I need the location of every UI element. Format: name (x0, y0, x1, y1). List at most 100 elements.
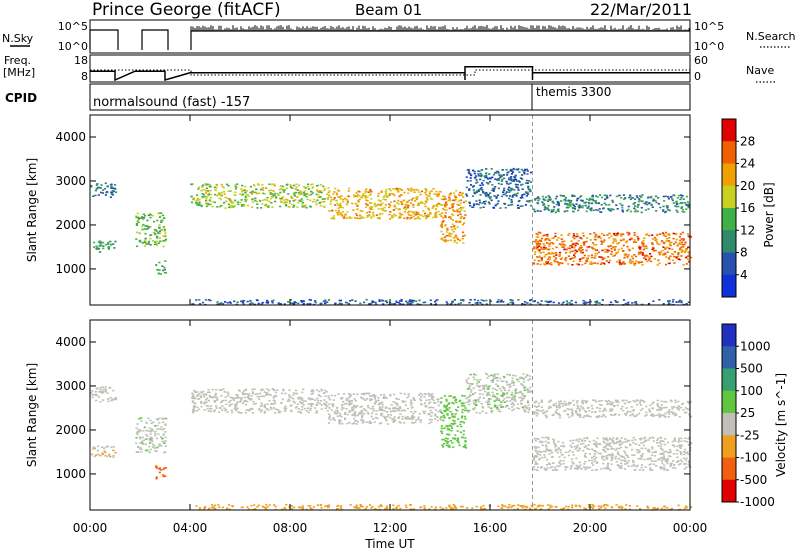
scatter-cell (647, 439, 649, 441)
scatter-cell (465, 447, 467, 449)
scatter-cell (624, 452, 626, 454)
scatter-cell (431, 412, 433, 414)
scatter-cell (320, 389, 322, 391)
scatter-cell (515, 392, 517, 394)
scatter-cell (610, 210, 612, 212)
scatter-cell (610, 245, 612, 247)
scatter-cell (240, 400, 242, 402)
scatter-cell (363, 413, 365, 415)
scatter-cell (477, 399, 479, 401)
scatter-cell (150, 244, 152, 246)
scatter-cell (163, 467, 165, 469)
scatter-cell (441, 425, 443, 427)
scatter-cell (260, 390, 262, 392)
scatter-cell (457, 438, 459, 440)
scatter-cell (466, 176, 468, 178)
scatter-cell (621, 465, 623, 467)
scatter-cell (110, 447, 112, 449)
scatter-cell (292, 303, 294, 305)
scatter-cell (687, 255, 689, 257)
scatter-cell (519, 378, 521, 380)
scatter-cell (102, 248, 104, 250)
scatter-cell (575, 448, 577, 450)
scatter-cell (327, 198, 329, 200)
scatter-cell (504, 389, 506, 391)
scatter-cell (537, 302, 539, 304)
scatter-cell (312, 398, 314, 400)
scatter-cell (679, 236, 681, 238)
scatter-cell (628, 254, 630, 256)
scatter-cell (544, 457, 546, 459)
scatter-cell (115, 397, 117, 399)
scatter-cell (546, 253, 548, 255)
scatter-cell (370, 191, 372, 193)
scatter-cell (300, 192, 302, 194)
scatter-cell (114, 188, 116, 190)
scatter-cell (656, 439, 658, 441)
scatter-cell (563, 460, 565, 462)
scatter-cell (428, 399, 430, 401)
scatter-cell (97, 454, 99, 456)
scatter-cell (431, 396, 433, 398)
scatter-cell (686, 196, 688, 198)
scatter-cell (460, 421, 462, 423)
scatter-cell (408, 200, 410, 202)
scatter-cell (366, 398, 368, 400)
scatter-cell (112, 243, 114, 245)
scatter-cell (478, 381, 480, 383)
scatter-cell (511, 382, 513, 384)
scatter-cell (389, 417, 391, 419)
scatter-cell (231, 207, 233, 209)
scatter-cell (384, 207, 386, 209)
scatter-cell (195, 299, 197, 301)
scatter-cell (375, 402, 377, 404)
scatter-cell (209, 300, 211, 302)
scatter-cell (423, 396, 425, 398)
scatter-cell (431, 190, 433, 192)
scatter-cell (622, 442, 624, 444)
scatter-cell (608, 233, 610, 235)
scatter-cell (488, 375, 490, 377)
scatter-cell (495, 205, 497, 207)
scatter-cell (221, 405, 223, 407)
scatter-cell (359, 199, 361, 201)
scatter-cell (522, 378, 524, 380)
scatter-cell (404, 204, 406, 206)
scatter-cell (572, 451, 574, 453)
scatter-cell (198, 187, 200, 189)
scatter-cell (386, 416, 388, 418)
scatter-cell (159, 232, 161, 234)
scatter-cell (555, 257, 557, 259)
scatter-cell (136, 432, 138, 434)
scatter-cell (611, 463, 613, 465)
scatter-cell (274, 403, 276, 405)
scatter-cell (596, 253, 598, 255)
scatter-cell (301, 204, 303, 206)
scatter-cell (136, 232, 138, 234)
scatter-cell (556, 261, 558, 263)
scatter-cell (399, 213, 401, 215)
scatter-cell (639, 438, 641, 440)
scatter-cell (159, 231, 161, 233)
scatter-cell (419, 218, 421, 220)
scatter-cell (576, 402, 578, 404)
scatter-cell (539, 454, 541, 456)
scatter-cell (453, 397, 455, 399)
scatter-cell (460, 432, 462, 434)
scatter-cell (107, 398, 109, 400)
scatter-cell (673, 464, 675, 466)
scatter-cell (417, 418, 419, 420)
scatter-cell (645, 203, 647, 205)
scatter-cell (340, 195, 342, 197)
scatter-cell (666, 469, 668, 471)
scatter-cell (530, 181, 532, 183)
scatter-cell (660, 437, 662, 439)
scatter-cell (457, 439, 459, 441)
scatter-cell (586, 261, 588, 263)
scatter-cell (468, 401, 470, 403)
scatter-cell (255, 403, 257, 405)
scatter-cell (597, 302, 599, 304)
scatter-cell (106, 392, 108, 394)
colorbar-segment (722, 275, 736, 298)
scatter-cell (196, 194, 198, 196)
